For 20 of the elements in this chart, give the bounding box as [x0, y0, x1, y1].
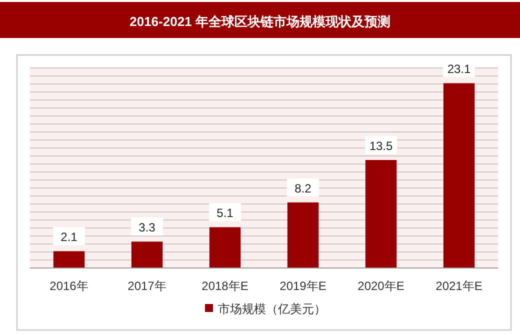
bar: [131, 242, 163, 268]
x-tick-label: 2020年E: [358, 279, 404, 293]
x-tick-label: 2018年E: [202, 279, 248, 293]
x-tick-label: 2021年E: [436, 279, 482, 293]
x-tick-label: 2016年: [50, 279, 88, 293]
data-label: 23.1: [447, 62, 471, 76]
bar: [365, 160, 397, 268]
data-label: 2.1: [60, 230, 78, 244]
bar: [287, 202, 319, 268]
data-label: 8.2: [294, 181, 312, 196]
data-label: 3.3: [138, 220, 156, 235]
bar: [443, 83, 475, 268]
data-label: 13.5: [369, 139, 393, 153]
bar: [209, 227, 241, 268]
x-tick-label: 2017年: [128, 279, 166, 293]
x-tick-label: 2019年E: [280, 279, 326, 293]
chart-title: 2016-2021 年全球区块链市场规模现状及预测: [130, 14, 390, 29]
data-label: 5.1: [216, 206, 234, 220]
legend-label: 市场规模（亿美元）: [218, 302, 326, 316]
bar: [53, 251, 85, 268]
